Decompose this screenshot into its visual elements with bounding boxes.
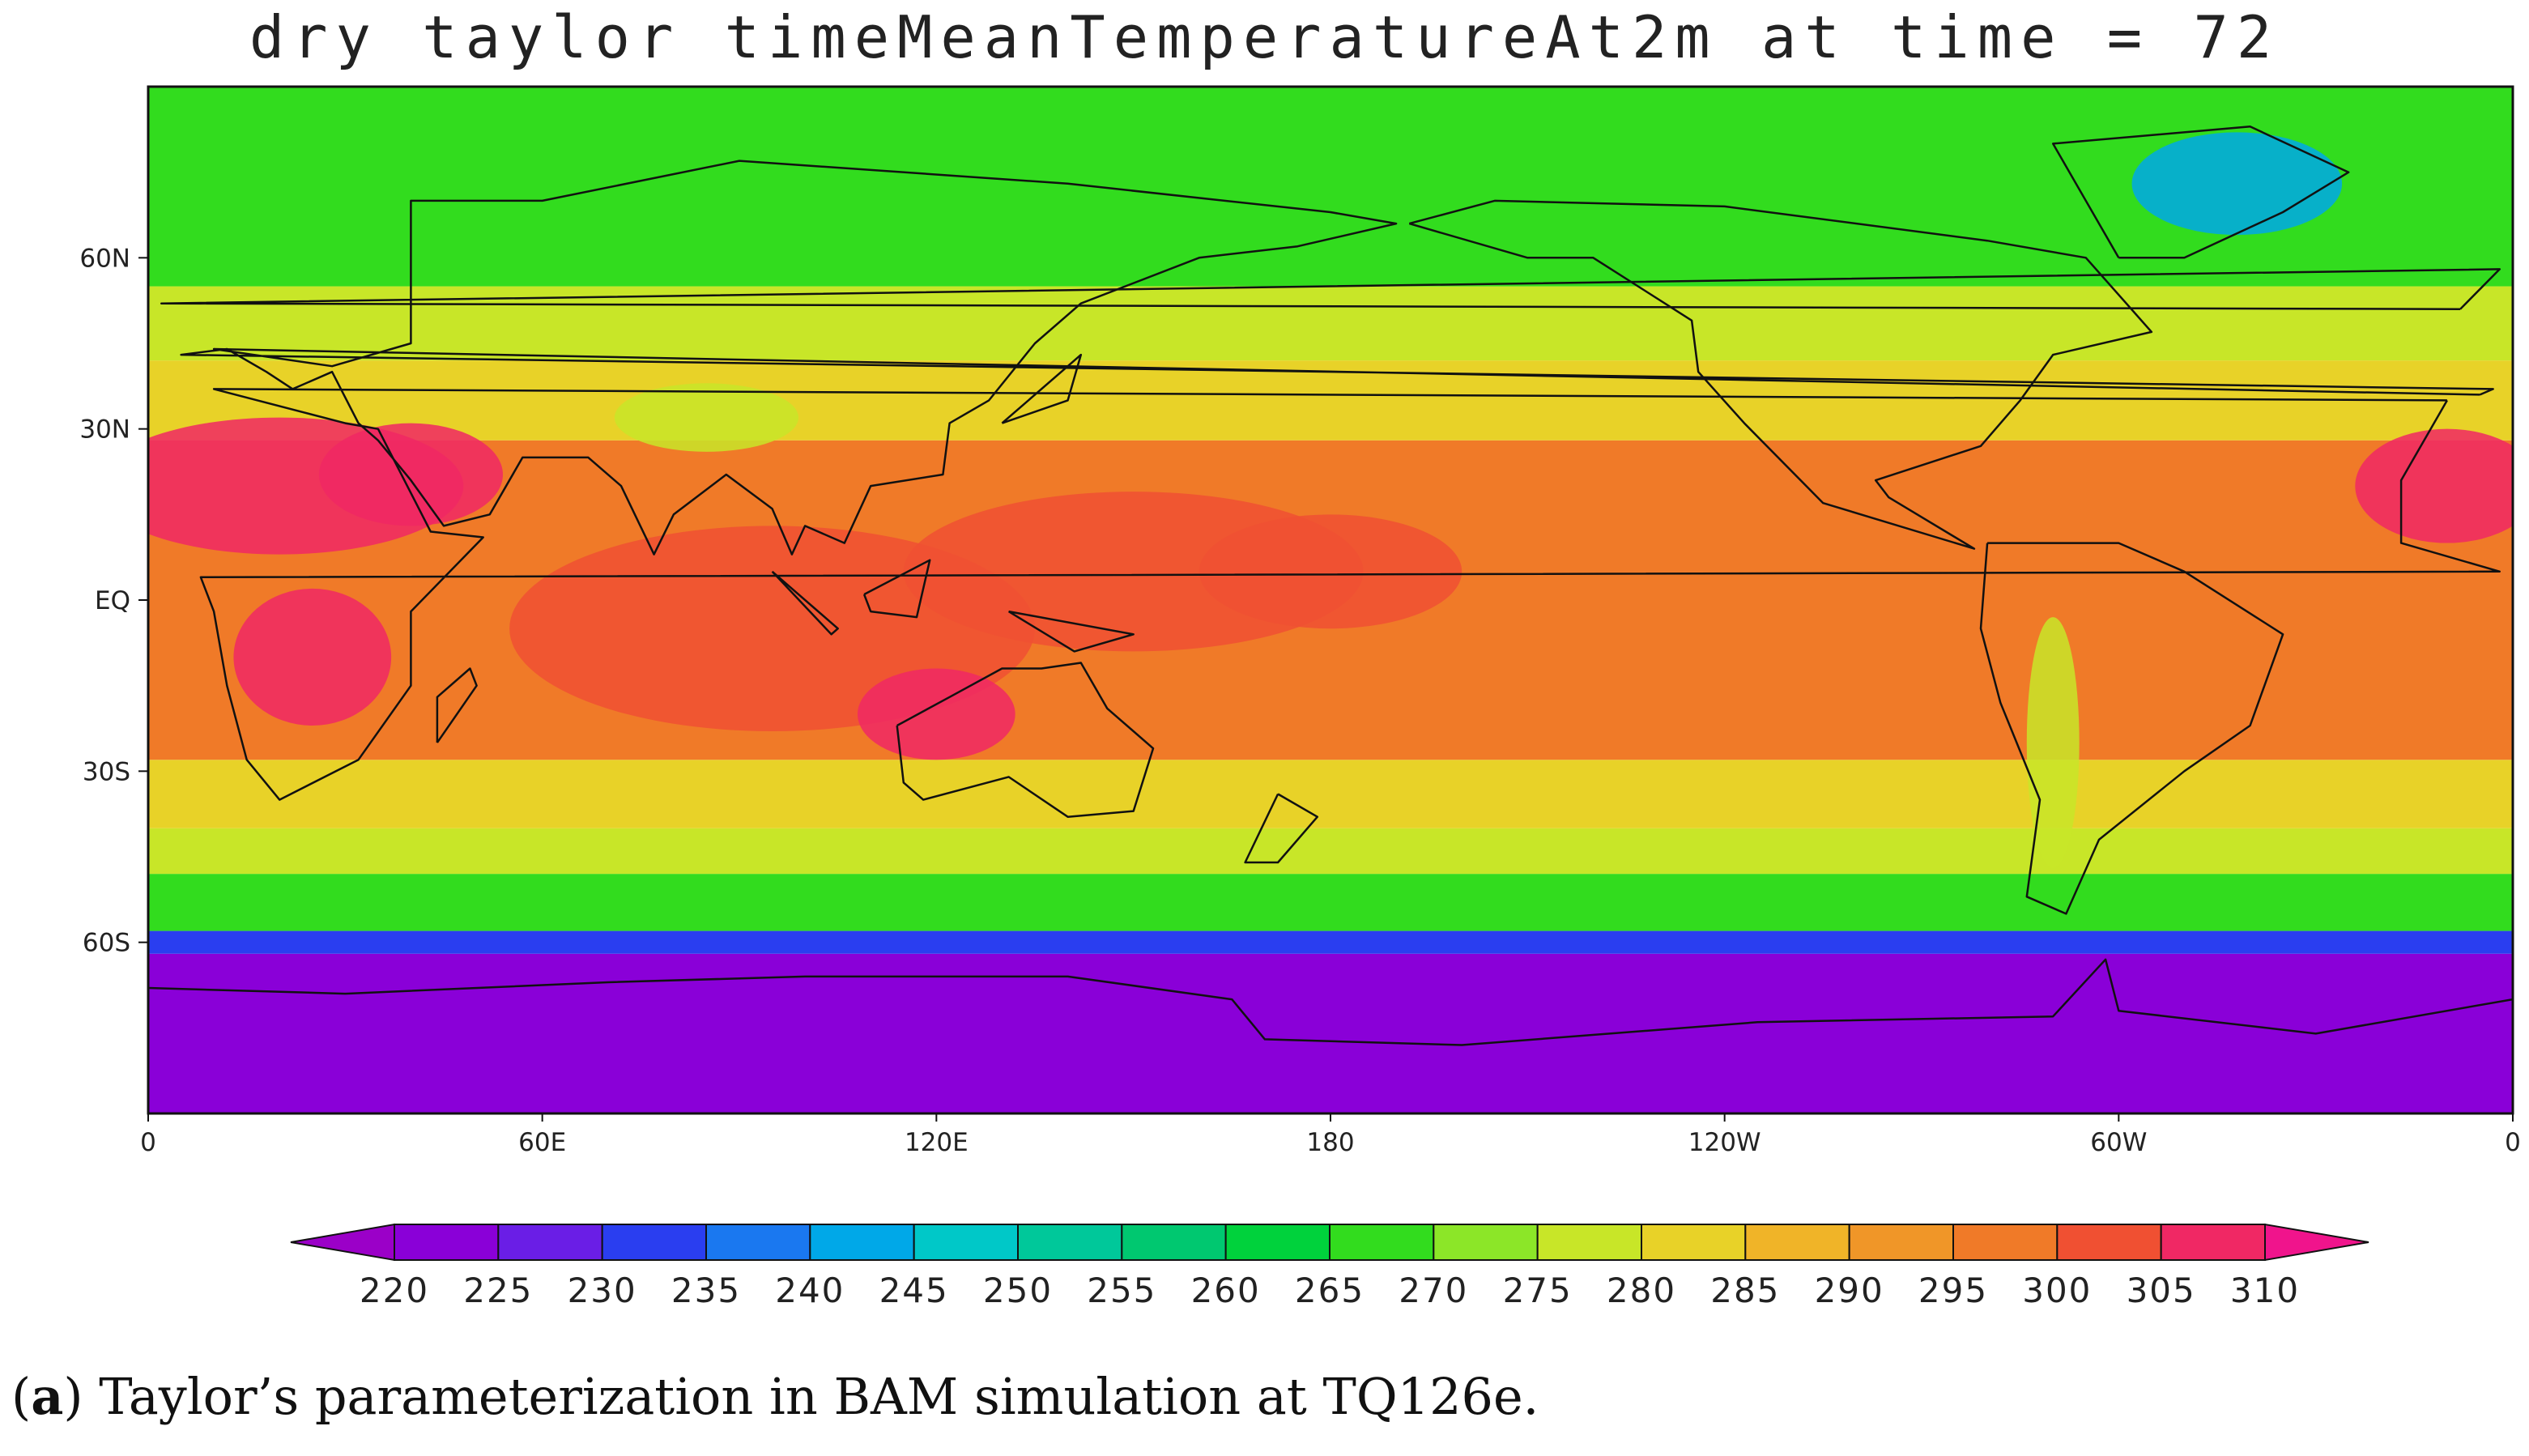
colorbar-swatch — [497, 1224, 603, 1261]
latitude-axis: 60N 30N EQ 30S 60S — [79, 244, 148, 958]
colorbar: 220 225 230 235 240 245 250 255 260 265 270 275 280 2… — [290, 1223, 2369, 1310]
colorbar-label: 275 — [1503, 1271, 1573, 1310]
colorbar-label: 295 — [1918, 1271, 1988, 1310]
lon-tick-label: 60E — [518, 1128, 566, 1157]
colorbar-label: 235 — [671, 1271, 741, 1310]
lat-tick-label: 60N — [79, 244, 130, 273]
colorbar-swatch — [1848, 1224, 1955, 1261]
coastline — [1244, 793, 1319, 864]
coastlines — [148, 126, 2513, 1046]
lon-tick-label: 60W — [2090, 1128, 2147, 1157]
temperature-anomaly — [2026, 617, 2080, 869]
colorbar-swatch — [705, 1224, 811, 1261]
temperature-band — [148, 87, 2513, 287]
coastline — [199, 388, 2501, 801]
temperature-anomaly — [233, 588, 392, 726]
colorbar-high-arrow — [2264, 1223, 2369, 1262]
map-title: dry taylor timeMeanTemperatureAt2m at ti… — [249, 3, 2280, 71]
colorbar-label: 260 — [1191, 1271, 1261, 1310]
colorbar-label: 265 — [1295, 1271, 1365, 1310]
colorbar-label: 255 — [1087, 1271, 1156, 1310]
temperature-band — [148, 953, 2513, 1113]
coastline — [160, 268, 2501, 310]
caption-panel-letter: a — [31, 1367, 64, 1426]
temperature-field — [148, 87, 2513, 1113]
coastline — [1001, 353, 1083, 424]
colorbar-swatch — [1641, 1224, 1747, 1261]
coastline — [1007, 610, 1135, 653]
colorbar-swatch — [1536, 1224, 1642, 1261]
temperature-band — [148, 360, 2513, 441]
lat-tick-label: EQ — [95, 586, 130, 615]
temperature-anomaly — [858, 668, 1015, 760]
temperature-anomaly — [1199, 514, 1462, 629]
temperature-anomaly — [318, 423, 503, 526]
colorbar-label: 305 — [2127, 1271, 2196, 1310]
colorbar-swatch — [1329, 1224, 1435, 1261]
lon-tick-label: 120W — [1688, 1128, 1761, 1157]
coastline — [148, 958, 2513, 1046]
coastline — [2051, 126, 2350, 259]
temperature-band — [148, 760, 2513, 828]
lon-tick-label: 0 — [140, 1128, 156, 1157]
temperature-anomaly — [614, 383, 798, 452]
colorbar-label: 290 — [1815, 1271, 1884, 1310]
colorbar-swatch — [394, 1224, 500, 1261]
coastline — [1979, 542, 2284, 915]
colorbar-label: 280 — [1607, 1271, 1676, 1310]
colorbar-label: 270 — [1399, 1271, 1468, 1310]
caption-text: Taylor’s parameterization in BAM simulat… — [83, 1367, 1539, 1426]
lat-tick-label: 60S — [83, 929, 130, 958]
coastline — [896, 662, 1155, 818]
temperature-band — [148, 828, 2513, 875]
coastline — [1408, 199, 2153, 550]
coastline — [180, 160, 2494, 556]
coastline — [771, 570, 839, 636]
colorbar-low-arrow — [290, 1223, 395, 1262]
coastline — [862, 559, 931, 619]
colorbar-label: 285 — [1710, 1271, 1780, 1310]
colorbar-swatch — [809, 1224, 915, 1261]
lon-tick-label: 120E — [905, 1128, 969, 1157]
colorbar-swatch — [2056, 1224, 2162, 1261]
temperature-anomaly — [2131, 132, 2343, 236]
colorbar-label: 300 — [2022, 1271, 2092, 1310]
colorbar-label: 250 — [983, 1271, 1053, 1310]
colorbar-label: 245 — [879, 1271, 949, 1310]
colorbar-swatch — [1744, 1224, 1850, 1261]
temperature-band — [148, 930, 2513, 954]
figure-caption: (a) Taylor’s parameterization in BAM sim… — [11, 1367, 1539, 1426]
lon-tick-label: 0 — [2505, 1128, 2521, 1157]
coastline — [436, 667, 478, 743]
colorbar-swatch — [1433, 1224, 1539, 1261]
colorbar-label: 310 — [2230, 1271, 2300, 1310]
temperature-anomaly — [2355, 428, 2513, 543]
colorbar-label: 230 — [568, 1271, 637, 1310]
colorbar-swatch — [1952, 1224, 2059, 1261]
colorbar-swatch — [1224, 1224, 1330, 1261]
colorbar-swatch — [2160, 1224, 2267, 1261]
lon-tick-label: 180 — [1306, 1128, 1354, 1157]
colorbar-swatch — [1017, 1224, 1123, 1261]
temperature-band — [148, 874, 2513, 931]
colorbar-swatch — [1121, 1224, 1227, 1261]
lat-tick-label: 30N — [79, 415, 130, 445]
colorbar-swatch — [601, 1224, 708, 1261]
colorbar-label: 220 — [360, 1271, 429, 1310]
lat-tick-label: 30S — [83, 757, 130, 786]
colorbar-swatch — [913, 1224, 1019, 1261]
colorbar-label: 240 — [775, 1271, 845, 1310]
longitude-axis: 0 60E 120E 180 120W 60W 0 — [140, 1113, 2521, 1157]
colorbar-label: 225 — [463, 1271, 533, 1310]
